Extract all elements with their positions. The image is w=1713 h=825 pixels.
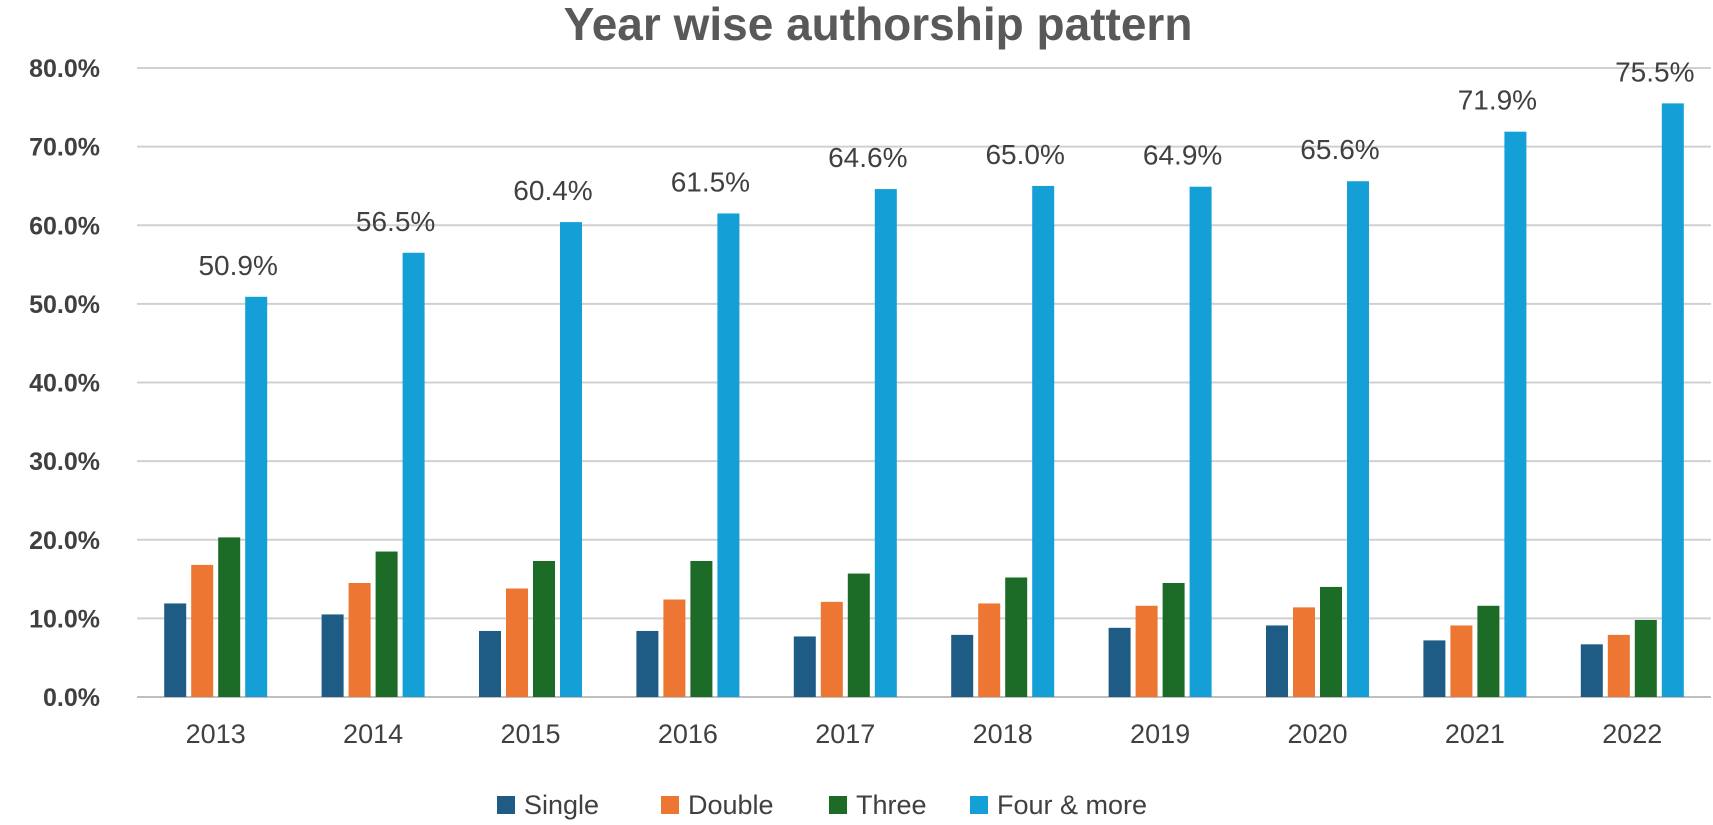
bar-double-2018 — [978, 603, 1001, 697]
data-label-2014: 56.5% — [356, 206, 435, 237]
x-tick-label-2015: 2015 — [500, 719, 560, 749]
x-tick-label-2014: 2014 — [343, 719, 403, 749]
bar-four-more-2016 — [717, 213, 740, 698]
legend-swatch-single — [497, 796, 515, 814]
x-axis-ticks: 2013 2014 2015 2016 2017 2018 2019 2020 2021 2022 — [186, 719, 1663, 749]
bar-four-more-2018 — [1032, 185, 1055, 697]
data-label-2019: 64.9% — [1143, 140, 1222, 171]
bar-three-2019 — [1162, 582, 1185, 697]
x-tick-label-2021: 2021 — [1445, 719, 1505, 749]
data-label-2021: 71.9% — [1458, 85, 1537, 116]
y-tick-label: 20.0% — [29, 527, 100, 555]
data-label-2013: 50.9% — [198, 250, 277, 281]
bar-double-2019 — [1135, 605, 1158, 697]
bar-three-2016 — [690, 560, 713, 697]
x-tick-label-2020: 2020 — [1287, 719, 1347, 749]
bar-three-2021 — [1477, 605, 1500, 697]
bar-three-2022 — [1634, 619, 1657, 697]
y-tick-label: 60.0% — [29, 212, 100, 240]
legend-label-three: Three — [856, 790, 927, 820]
bar-single-2022 — [1580, 644, 1603, 697]
bar-single-2018 — [951, 634, 974, 697]
data-label-2015: 60.4% — [513, 175, 592, 206]
bar-double-2021 — [1450, 625, 1473, 697]
bar-four-more-2022 — [1661, 103, 1684, 698]
legend-label-four-more: Four & more — [997, 790, 1147, 820]
legend: Single Double Three Four & more — [497, 790, 1147, 820]
bar-three-2018 — [1005, 577, 1028, 697]
data-labels: 50.9% 56.5% 60.4% 61.5% 64.6% 65.0% 64.9% 65.6%… — [198, 56, 1694, 280]
bar-four-more-2021 — [1504, 131, 1527, 697]
gridlines — [137, 67, 1711, 698]
data-label-2018: 65.0% — [985, 139, 1064, 170]
bar-four-more-2020 — [1347, 181, 1369, 698]
data-label-2017: 64.6% — [828, 142, 907, 173]
legend-label-double: Double — [688, 790, 774, 820]
bar-single-2013 — [164, 603, 187, 697]
x-tick-label-2013: 2013 — [186, 719, 246, 749]
bar-single-2016 — [636, 630, 659, 697]
bar-four-more-2017 — [874, 189, 897, 697]
legend-swatch-three — [829, 796, 847, 814]
x-tick-label-2016: 2016 — [658, 719, 718, 749]
bar-four-more-2015 — [560, 222, 582, 698]
data-label-2020: 65.6% — [1300, 134, 1379, 165]
bar-single-2021 — [1423, 640, 1446, 697]
x-tick-label-2017: 2017 — [815, 719, 875, 749]
bar-four-more-2014 — [402, 252, 425, 698]
y-tick-label: 0.0% — [43, 684, 100, 712]
bar-four-more-2019 — [1189, 186, 1212, 697]
x-tick-label-2022: 2022 — [1602, 719, 1662, 749]
bar-double-2022 — [1607, 634, 1630, 697]
data-label-2022: 75.5% — [1615, 56, 1694, 87]
y-tick-label: 80.0% — [29, 55, 100, 83]
data-label-2016: 61.5% — [671, 166, 750, 197]
bar-double-2013 — [191, 564, 214, 697]
bar-single-2014 — [321, 614, 344, 697]
bar-three-2013 — [218, 537, 241, 697]
bar-four-more-2013 — [245, 296, 268, 697]
bar-three-2020 — [1320, 586, 1342, 697]
y-tick-label: 50.0% — [29, 291, 100, 319]
bar-double-2016 — [663, 599, 686, 697]
y-axis-ticks: 0.0% 10.0% 20.0% 30.0% 40.0% 50.0% 60.0% 70.0% 8… — [29, 55, 100, 712]
y-tick-label: 70.0% — [29, 134, 100, 162]
bar-double-2017 — [820, 601, 843, 697]
bar-three-2017 — [847, 573, 870, 697]
y-tick-label: 30.0% — [29, 448, 100, 476]
bar-single-2020 — [1266, 625, 1288, 697]
x-tick-label-2019: 2019 — [1130, 719, 1190, 749]
y-tick-label: 40.0% — [29, 370, 100, 398]
legend-label-single: Single — [524, 790, 599, 820]
chart-title: Year wise authorship pattern — [564, 0, 1193, 50]
bar-single-2015 — [479, 630, 501, 697]
bar-three-2015 — [533, 560, 555, 697]
y-tick-label: 10.0% — [29, 605, 100, 633]
bar-single-2019 — [1108, 627, 1131, 697]
bar-double-2014 — [348, 582, 371, 697]
legend-swatch-double — [661, 796, 679, 814]
bars — [164, 103, 1684, 698]
bar-double-2020 — [1293, 607, 1315, 697]
bar-double-2015 — [506, 588, 528, 697]
legend-swatch-four-more — [970, 796, 988, 814]
bar-single-2017 — [793, 636, 816, 697]
x-tick-label-2018: 2018 — [973, 719, 1033, 749]
bar-three-2014 — [375, 551, 398, 697]
